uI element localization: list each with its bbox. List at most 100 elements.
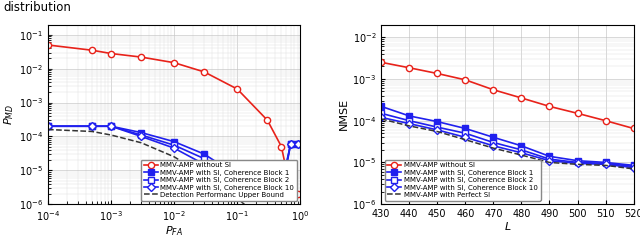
- Line: MMV-AMP with SI, Coherence Block 2: MMV-AMP with SI, Coherence Block 2: [45, 123, 301, 192]
- MMV-AMP with SI, Coherence Block 1: [278, 184, 285, 187]
- MMV-AMP with SI, Coherence Block 2: [200, 157, 208, 160]
- MMV-AMP without SI: [138, 56, 145, 59]
- Text: distribution: distribution: [3, 1, 71, 14]
- MMV-AMP with SI, Coherence Block 2: [546, 158, 554, 161]
- Line: Detection Performanc Upper Bound: Detection Performanc Upper Bound: [48, 129, 298, 246]
- Line: MMV-AMP without SI: MMV-AMP without SI: [378, 59, 637, 132]
- X-axis label: $L$: $L$: [504, 220, 511, 232]
- MMV-AMP with Perfect SI: [630, 168, 637, 170]
- MMV-AMP with SI, Coherence Block 1: [405, 114, 413, 117]
- Detection Performanc Upper Bound: [200, 174, 208, 177]
- MMV-AMP with SI, Coherence Block 1: [234, 174, 241, 177]
- MMV-AMP without SI: [108, 52, 115, 55]
- MMV-AMP with SI, Coherence Block 10: [630, 166, 637, 169]
- MMV-AMP with SI, Coherence Block 1: [287, 142, 294, 145]
- MMV-AMP without SI: [170, 61, 178, 64]
- MMV-AMP with SI, Coherence Block 10: [278, 193, 285, 196]
- MMV-AMP with SI, Coherence Block 2: [461, 132, 469, 135]
- MMV-AMP without SI: [88, 49, 96, 52]
- MMV-AMP with SI, Coherence Block 2: [278, 187, 285, 190]
- MMV-AMP with SI, Coherence Block 2: [405, 119, 413, 122]
- MMV-AMP with SI, Coherence Block 2: [287, 142, 294, 145]
- MMV-AMP with SI, Coherence Block 1: [518, 144, 525, 147]
- MMV-AMP with SI, Coherence Block 10: [264, 189, 271, 192]
- MMV-AMP with Perfect SI: [461, 138, 469, 141]
- MMV-AMP with SI, Coherence Block 1: [461, 127, 469, 130]
- Detection Performanc Upper Bound: [170, 155, 178, 158]
- MMV-AMP without SI: [278, 145, 285, 148]
- MMV-AMP with SI, Coherence Block 2: [294, 142, 301, 145]
- X-axis label: $P_{FA}$: $P_{FA}$: [165, 224, 183, 238]
- MMV-AMP without SI: [546, 105, 554, 108]
- MMV-AMP with Perfect SI: [573, 163, 581, 166]
- MMV-AMP without SI: [378, 61, 385, 64]
- MMV-AMP with SI, Coherence Block 1: [602, 161, 609, 164]
- Detection Performanc Upper Bound: [108, 134, 115, 137]
- MMV-AMP with SI, Coherence Block 2: [630, 165, 637, 168]
- Line: MMV-AMP with SI, Coherence Block 10: MMV-AMP with SI, Coherence Block 10: [378, 115, 636, 170]
- Legend: MMV-AMP without SI, MMV-AMP with SI, Coherence Block 1, MMV-AMP with SI, Coheren: MMV-AMP without SI, MMV-AMP with SI, Coh…: [141, 160, 297, 201]
- MMV-AMP without SI: [234, 88, 241, 91]
- MMV-AMP with SI, Coherence Block 1: [170, 140, 178, 143]
- MMV-AMP with SI, Coherence Block 1: [44, 125, 52, 128]
- MMV-AMP with SI, Coherence Block 2: [234, 179, 241, 182]
- Detection Performanc Upper Bound: [88, 130, 96, 133]
- MMV-AMP with SI, Coherence Block 10: [518, 151, 525, 154]
- Y-axis label: NMSE: NMSE: [339, 98, 349, 130]
- Y-axis label: $P_{MD}$: $P_{MD}$: [3, 104, 16, 125]
- MMV-AMP with SI, Coherence Block 2: [573, 161, 581, 164]
- MMV-AMP with SI, Coherence Block 10: [433, 128, 441, 131]
- Legend: MMV-AMP without SI, MMV-AMP with SI, Coherence Block 1, MMV-AMP with SI, Coheren: MMV-AMP without SI, MMV-AMP with SI, Coh…: [385, 160, 541, 201]
- MMV-AMP with SI, Coherence Block 2: [433, 126, 441, 129]
- MMV-AMP with SI, Coherence Block 10: [88, 125, 96, 128]
- MMV-AMP with SI, Coherence Block 1: [546, 155, 554, 158]
- MMV-AMP with SI, Coherence Block 1: [294, 142, 301, 145]
- MMV-AMP with Perfect SI: [546, 161, 554, 164]
- Line: MMV-AMP with SI, Coherence Block 10: MMV-AMP with SI, Coherence Block 10: [45, 123, 300, 197]
- MMV-AMP without SI: [287, 189, 294, 192]
- MMV-AMP with SI, Coherence Block 2: [108, 125, 115, 128]
- MMV-AMP with SI, Coherence Block 2: [170, 144, 178, 147]
- Detection Performanc Upper Bound: [44, 128, 52, 131]
- Line: MMV-AMP without SI: MMV-AMP without SI: [45, 42, 301, 197]
- MMV-AMP with SI, Coherence Block 10: [602, 163, 609, 166]
- MMV-AMP without SI: [602, 119, 609, 122]
- MMV-AMP with SI, Coherence Block 1: [490, 136, 497, 139]
- MMV-AMP with SI, Coherence Block 1: [378, 105, 385, 108]
- MMV-AMP with SI, Coherence Block 1: [88, 125, 96, 128]
- MMV-AMP with Perfect SI: [490, 147, 497, 150]
- MMV-AMP with Perfect SI: [378, 118, 385, 121]
- MMV-AMP without SI: [44, 44, 52, 46]
- MMV-AMP with SI, Coherence Block 10: [546, 159, 554, 162]
- MMV-AMP without SI: [433, 72, 441, 75]
- MMV-AMP with SI, Coherence Block 2: [88, 125, 96, 128]
- MMV-AMP with SI, Coherence Block 1: [108, 125, 115, 128]
- MMV-AMP with Perfect SI: [602, 164, 609, 167]
- MMV-AMP with SI, Coherence Block 2: [602, 162, 609, 165]
- MMV-AMP with SI, Coherence Block 10: [287, 142, 294, 145]
- MMV-AMP with SI, Coherence Block 1: [630, 164, 637, 167]
- MMV-AMP without SI: [294, 193, 301, 196]
- MMV-AMP with SI, Coherence Block 2: [44, 125, 52, 128]
- MMV-AMP without SI: [461, 78, 469, 81]
- MMV-AMP without SI: [573, 112, 581, 115]
- Line: MMV-AMP with SI, Coherence Block 1: MMV-AMP with SI, Coherence Block 1: [45, 123, 301, 189]
- MMV-AMP with SI, Coherence Block 2: [138, 134, 145, 137]
- Line: MMV-AMP with Perfect SI: MMV-AMP with Perfect SI: [381, 119, 634, 169]
- MMV-AMP with SI, Coherence Block 10: [138, 135, 145, 138]
- MMV-AMP with SI, Coherence Block 1: [138, 131, 145, 134]
- MMV-AMP with SI, Coherence Block 10: [461, 136, 469, 139]
- MMV-AMP with SI, Coherence Block 1: [200, 153, 208, 156]
- MMV-AMP with SI, Coherence Block 10: [405, 122, 413, 125]
- MMV-AMP with SI, Coherence Block 10: [490, 144, 497, 147]
- MMV-AMP with SI, Coherence Block 2: [518, 148, 525, 151]
- MMV-AMP with Perfect SI: [518, 154, 525, 156]
- Detection Performanc Upper Bound: [264, 223, 271, 226]
- MMV-AMP without SI: [490, 88, 497, 91]
- Line: MMV-AMP with SI, Coherence Block 1: MMV-AMP with SI, Coherence Block 1: [378, 103, 637, 169]
- MMV-AMP with SI, Coherence Block 1: [264, 182, 271, 185]
- Detection Performanc Upper Bound: [234, 197, 241, 200]
- MMV-AMP with SI, Coherence Block 10: [170, 147, 178, 150]
- MMV-AMP without SI: [630, 127, 637, 130]
- Detection Performanc Upper Bound: [138, 141, 145, 144]
